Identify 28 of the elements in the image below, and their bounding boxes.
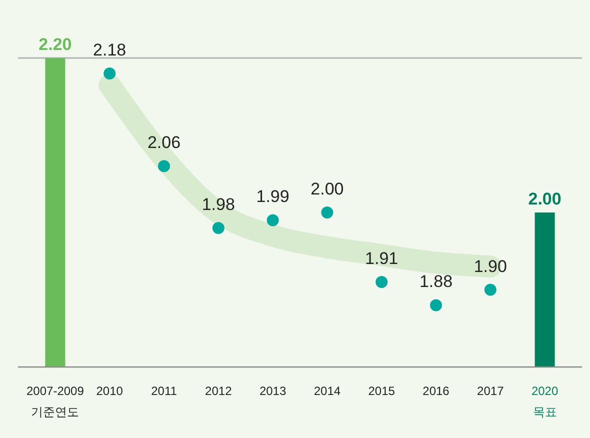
point	[376, 276, 388, 288]
data-label: 2.18	[93, 40, 126, 60]
x-tick-label: 2011	[151, 384, 178, 398]
data-label: 1.91	[365, 249, 398, 268]
point	[212, 222, 224, 234]
data-label: 1.99	[256, 187, 290, 206]
data-label: 2.20	[38, 35, 72, 54]
data-label: 2.00	[528, 190, 562, 208]
point	[484, 284, 496, 296]
x-tick-label: 2007-2009 기준연도	[26, 384, 84, 419]
point	[430, 299, 442, 312]
point	[158, 160, 170, 172]
x-tick-label: 2014	[314, 384, 341, 398]
point	[321, 206, 334, 218]
x-tick-label: 2013	[259, 384, 286, 398]
data-label: 1.90	[474, 256, 507, 276]
x-tick-label: 2010	[96, 384, 124, 398]
point	[104, 67, 116, 80]
data-label: 1.98	[202, 194, 235, 214]
data-label: 1.88	[419, 272, 453, 292]
x-tick-label: 2020 목표	[531, 384, 558, 419]
x-tick-label: 2016	[422, 384, 450, 398]
x-tick-label: 2017	[477, 384, 504, 398]
data-label: 2.00	[310, 180, 344, 198]
point	[266, 214, 279, 226]
x-tick-label: 2012	[205, 384, 232, 398]
data-label: 2.06	[147, 133, 181, 152]
x-tick-label: 2015	[368, 384, 396, 398]
